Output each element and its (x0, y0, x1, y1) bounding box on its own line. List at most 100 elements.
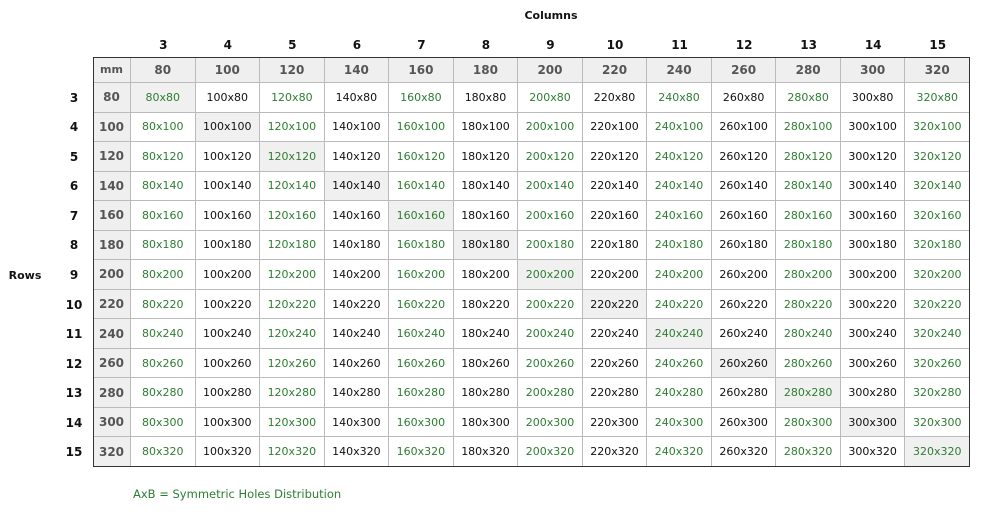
cell: 280x200 (776, 260, 841, 290)
cell: 240x300 (647, 407, 712, 438)
column-mm: 200 (518, 57, 583, 83)
cell: 100x240 (195, 319, 261, 349)
cell: 120x320 (260, 437, 325, 467)
cell: 200x260 (518, 348, 583, 379)
cell: 200x160 (518, 201, 583, 231)
column-number: 4 (223, 38, 232, 52)
cell: 240x120 (647, 142, 712, 172)
row-number: 5 (69, 149, 79, 164)
cell: 280x220 (776, 289, 841, 320)
cell: 320x120 (905, 142, 970, 172)
cell: 260x320 (711, 437, 777, 467)
cell: 180x80 (453, 83, 519, 113)
cell: 240x220 (647, 289, 712, 320)
column-number: 8 (481, 38, 491, 52)
row-mm: 180 (93, 230, 131, 261)
column-mm: 140 (324, 57, 390, 83)
cell: 80x100 (131, 112, 196, 143)
cell: 140x260 (324, 348, 390, 379)
cell: 280x180 (776, 230, 841, 261)
column-mm: 300 (840, 57, 906, 83)
cell: 160x100 (389, 112, 454, 143)
cell: 200x280 (518, 378, 583, 408)
cell: 240x280 (647, 378, 712, 408)
cell: 180x300 (453, 407, 519, 438)
cell: 260x280 (711, 378, 777, 408)
column-mm: 220 (582, 57, 648, 83)
cell: 120x160 (260, 201, 325, 231)
cell: 220x160 (582, 201, 648, 231)
cell: 280x300 (776, 407, 841, 438)
cell: 200x300 (518, 407, 583, 438)
row-number: 10 (65, 297, 83, 312)
column-mm: 120 (260, 57, 325, 83)
cell: 220x120 (582, 142, 648, 172)
cell: 100x180 (195, 230, 261, 261)
cell: 80x240 (131, 319, 196, 349)
cell: 140x240 (324, 319, 390, 349)
cell: 320x180 (905, 230, 970, 261)
row-number: 6 (69, 179, 79, 194)
footnote: AxB = Symmetric Holes Distribution (133, 487, 342, 501)
cell: 160x120 (389, 142, 454, 172)
columns-title: Columns (524, 8, 578, 22)
column-mm: 320 (905, 57, 970, 83)
cell: 100x100 (195, 112, 261, 143)
cell: 140x200 (324, 260, 390, 290)
cell: 240x80 (647, 83, 712, 113)
cell: 180x220 (453, 289, 519, 320)
cell: 120x180 (260, 230, 325, 261)
cell: 160x80 (389, 83, 454, 113)
cell: 260x120 (711, 142, 777, 172)
cell: 300x320 (840, 437, 906, 467)
cell: 300x120 (840, 142, 906, 172)
cell: 180x180 (453, 230, 519, 261)
cell: 180x140 (453, 171, 519, 202)
cell: 120x120 (260, 142, 325, 172)
cell: 280x80 (776, 83, 841, 113)
cell: 300x280 (840, 378, 906, 408)
cell: 240x260 (647, 348, 712, 379)
cell: 220x180 (582, 230, 648, 261)
cell: 280x120 (776, 142, 841, 172)
cell: 260x140 (711, 171, 777, 202)
cell: 200x200 (518, 260, 583, 290)
cell: 220x260 (582, 348, 648, 379)
column-mm: 240 (647, 57, 712, 83)
cell: 200x120 (518, 142, 583, 172)
cell: 160x160 (389, 201, 454, 231)
row-mm: 320 (93, 437, 131, 467)
cell: 160x200 (389, 260, 454, 290)
row-mm: 80 (93, 83, 131, 113)
cell: 260x200 (711, 260, 777, 290)
cell: 180x100 (453, 112, 519, 143)
column-mm: 260 (711, 57, 777, 83)
row-number: 8 (69, 238, 79, 253)
cell: 320x160 (905, 201, 970, 231)
cell: 200x220 (518, 289, 583, 320)
cell: 180x160 (453, 201, 519, 231)
row-number: 13 (65, 386, 83, 401)
cell: 160x220 (389, 289, 454, 320)
row-number: 11 (65, 327, 83, 342)
cell: 100x140 (195, 171, 261, 202)
cell: 200x140 (518, 171, 583, 202)
cell: 80x320 (131, 437, 196, 467)
cell: 120x300 (260, 407, 325, 438)
cell: 120x240 (260, 319, 325, 349)
cell: 300x240 (840, 319, 906, 349)
column-mm: 100 (195, 57, 261, 83)
column-number: 10 (606, 38, 624, 52)
cell: 320x200 (905, 260, 970, 290)
cell: 180x240 (453, 319, 519, 349)
cell: 80x140 (131, 171, 196, 202)
cell: 180x120 (453, 142, 519, 172)
column-number: 11 (671, 38, 688, 52)
cell: 140x220 (324, 289, 390, 320)
cell: 280x320 (776, 437, 841, 467)
rows-label: Rows (8, 268, 42, 282)
cell: 260x80 (711, 83, 777, 113)
cell: 100x80 (195, 83, 261, 113)
column-mm: 160 (389, 57, 454, 83)
